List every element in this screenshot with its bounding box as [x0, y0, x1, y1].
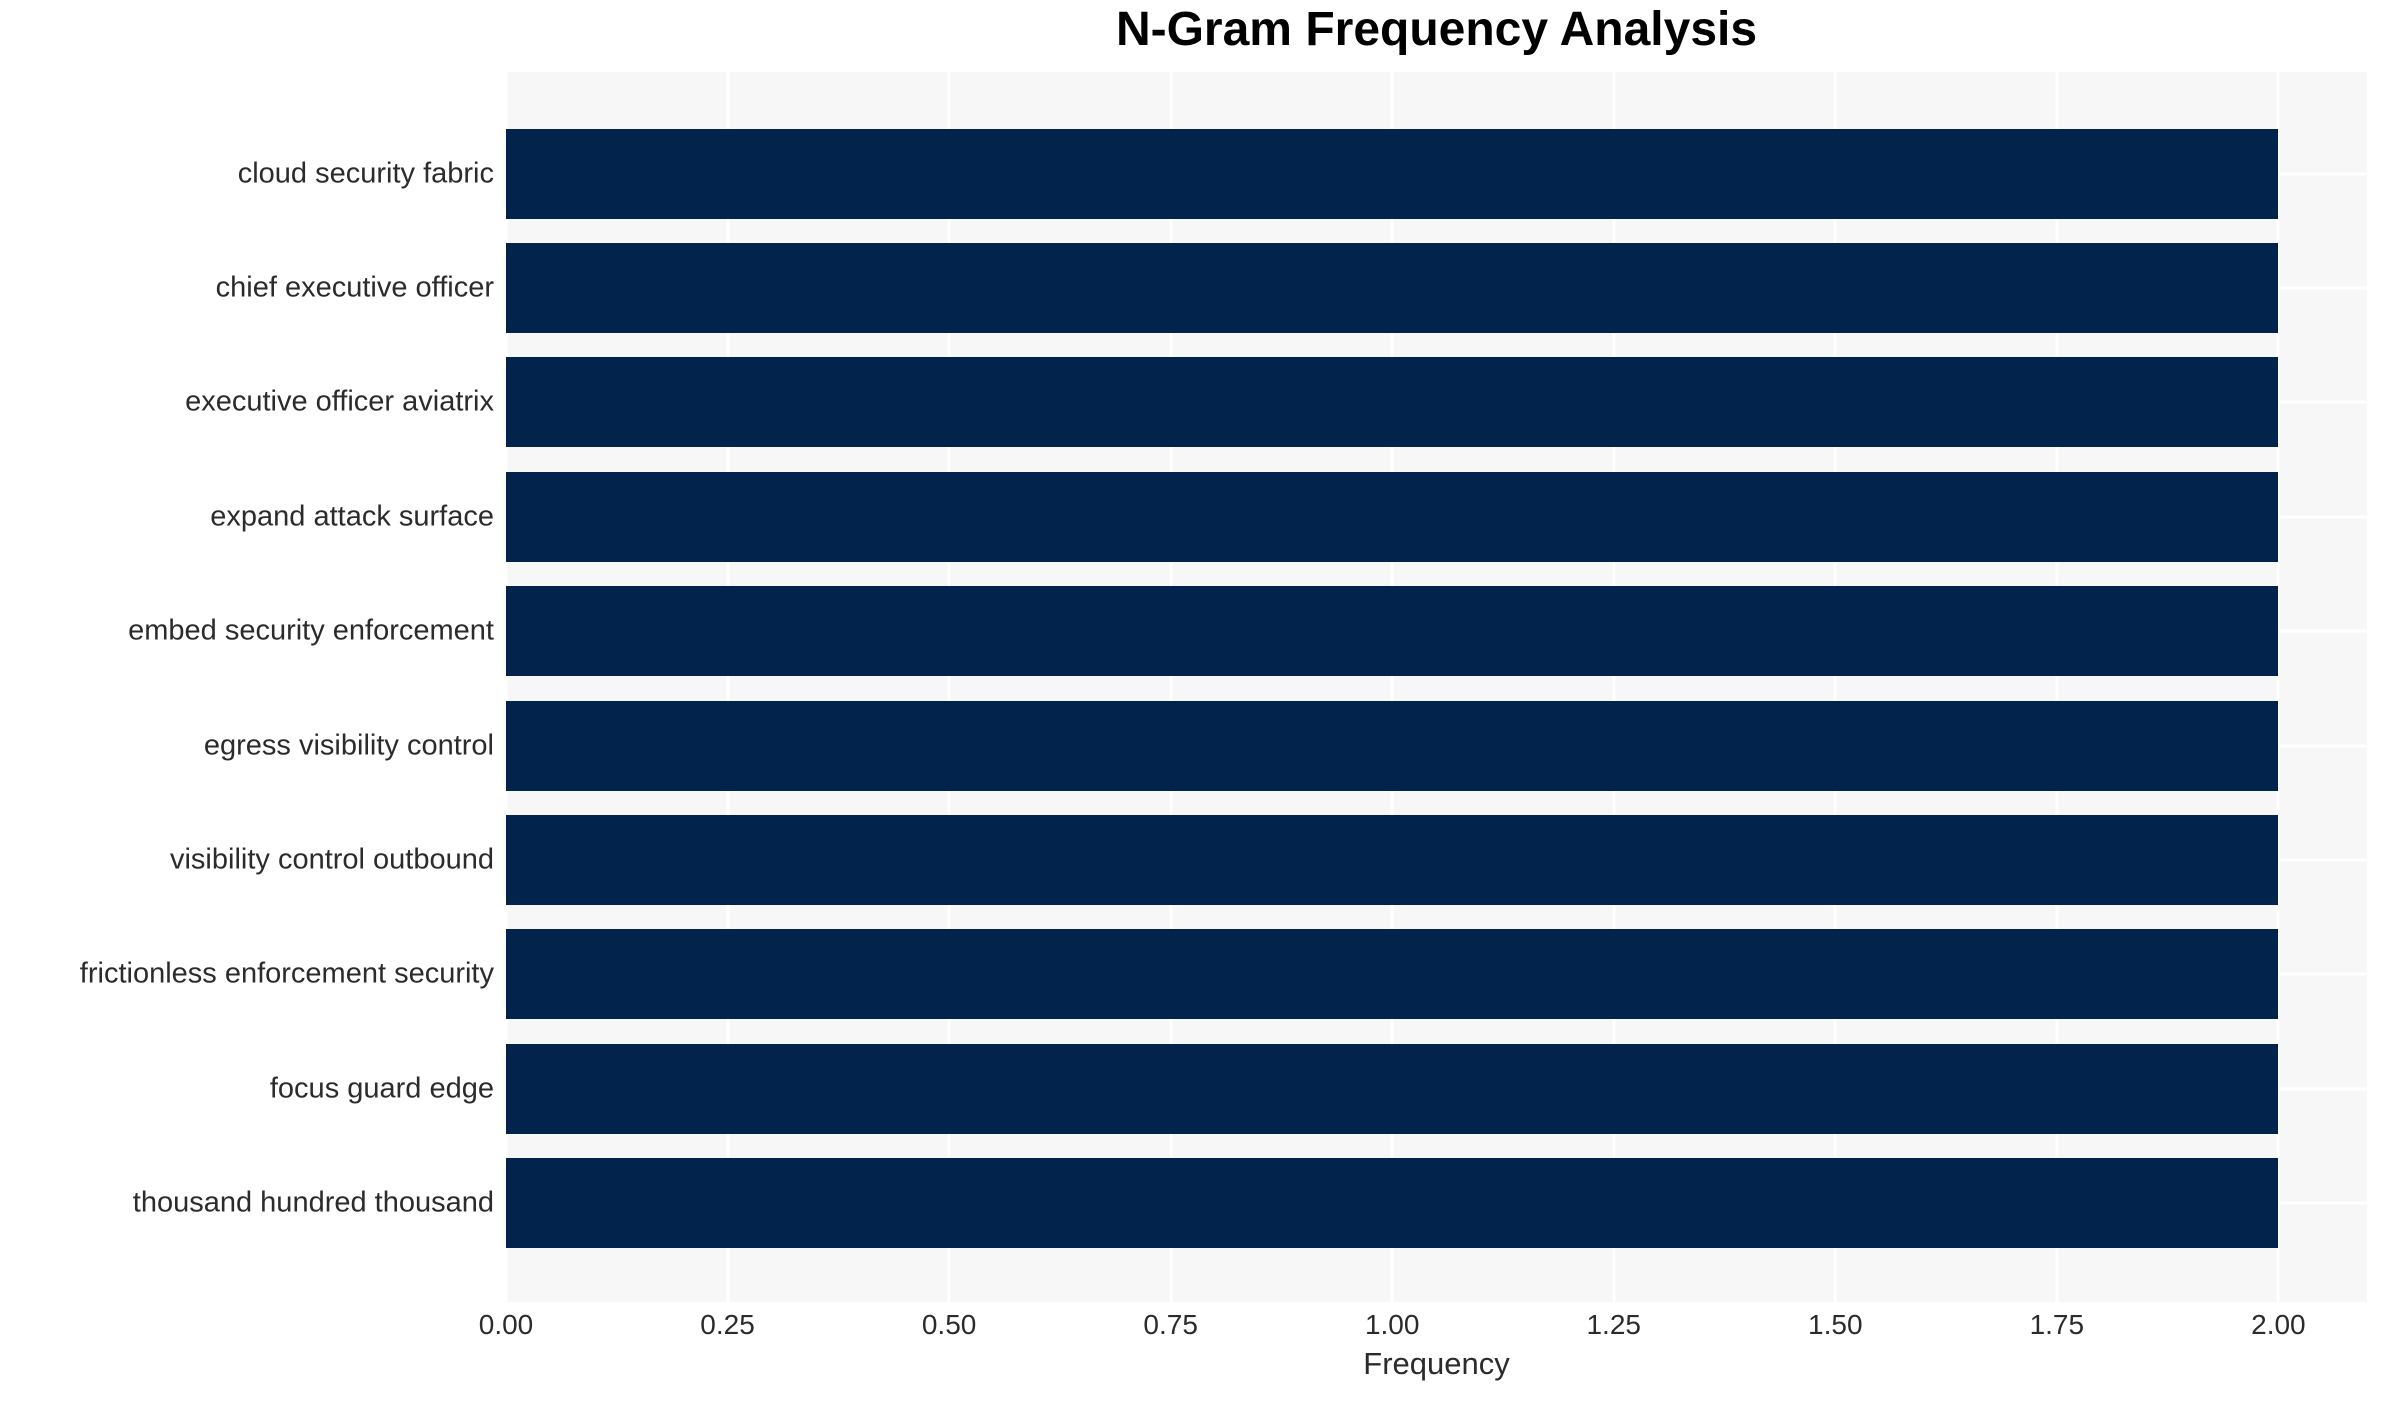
bar [506, 357, 2279, 448]
vertical-gridline [2276, 72, 2280, 1302]
x-tick-label: 1.00 [1364, 1309, 1420, 1340]
y-tick-label: egress visibility control [203, 729, 494, 761]
bar [506, 1158, 2279, 1249]
y-tick-label: executive officer aviatrix [185, 385, 494, 418]
bar [506, 814, 2279, 905]
vertical-gridline [1833, 72, 1837, 1302]
vertical-gridline [726, 72, 730, 1302]
y-tick-label: frictionless enforcement security [79, 957, 494, 990]
x-tick-label: 1.75 [2029, 1309, 2085, 1340]
bar [506, 700, 2279, 791]
x-tick-label: 0.00 [478, 1309, 534, 1340]
y-tick-label: visibility control outbound [169, 843, 494, 876]
x-axis-title: Frequency [1363, 1346, 1510, 1381]
y-tick-label: thousand hundred thousand [132, 1186, 494, 1219]
vertical-gridline [2055, 72, 2059, 1302]
vertical-gridline [1612, 72, 1616, 1302]
bar [506, 929, 2279, 1020]
bar [506, 1043, 2279, 1134]
y-tick-label: focus guard edge [269, 1072, 494, 1105]
plot-area [504, 72, 2367, 1302]
y-tick-label: expand attack surface [210, 500, 494, 533]
bar [506, 242, 2279, 333]
bar [506, 471, 2279, 562]
x-tick-label: 0.75 [1143, 1309, 1198, 1340]
x-tick-label: 0.50 [921, 1309, 977, 1340]
y-tick-label: chief executive officer [215, 271, 494, 304]
bar [506, 128, 2279, 219]
vertical-gridline [947, 72, 951, 1302]
chart-title: N-Gram Frequency Analysis [1115, 3, 1758, 56]
x-tick-label: 0.25 [700, 1309, 755, 1340]
vertical-gridline [1169, 72, 1173, 1302]
vertical-gridline [504, 72, 508, 1302]
y-tick-label: cloud security fabric [237, 157, 494, 189]
x-tick-label: 2.00 [2251, 1309, 2306, 1340]
bar [506, 586, 2279, 677]
vertical-gridline [1390, 72, 1394, 1302]
x-tick-label: 1.25 [1586, 1309, 1641, 1340]
x-tick-label: 1.50 [1808, 1309, 1863, 1340]
y-tick-label: embed security enforcement [128, 614, 494, 647]
